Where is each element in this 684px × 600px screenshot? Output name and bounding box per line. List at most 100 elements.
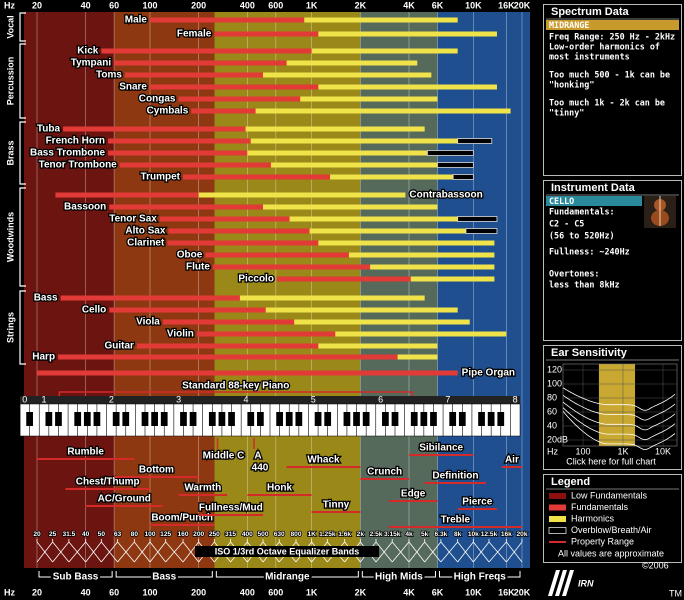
x-tick-label: 10K bbox=[465, 587, 482, 597]
group-label: Strings bbox=[5, 312, 15, 343]
fundamental-bar bbox=[55, 192, 199, 198]
key-note: A bbox=[89, 403, 96, 413]
panel-line: less than 8kHz bbox=[549, 280, 620, 290]
property-label: Pierce bbox=[462, 497, 492, 508]
legend-swatch bbox=[549, 516, 566, 522]
instrument-label: Kick bbox=[77, 46, 99, 57]
key-note: B bbox=[166, 403, 173, 413]
x-tick-label: 60 bbox=[109, 0, 119, 10]
eq-band-label: 800 bbox=[290, 531, 301, 538]
eq-band-shape bbox=[408, 541, 425, 563]
harmonic-bar bbox=[239, 295, 425, 301]
key-note: E bbox=[60, 403, 66, 413]
instrument-label: Flute bbox=[186, 262, 210, 273]
eq-band-shape bbox=[457, 541, 474, 563]
harmonic-bar bbox=[318, 84, 497, 90]
key-note: E bbox=[195, 403, 201, 413]
eq-band-shape bbox=[134, 541, 151, 563]
overblow-bar bbox=[457, 138, 493, 144]
panel-line: most instruments bbox=[549, 52, 630, 62]
group-label: Woodwinds bbox=[5, 212, 15, 262]
x-tick-label: 20 bbox=[32, 0, 42, 10]
key-note: C bbox=[41, 403, 48, 413]
panel-header: MIDRANGE bbox=[549, 20, 589, 30]
stripe bbox=[562, 570, 574, 596]
zone-bracket bbox=[215, 571, 359, 578]
fundamental-bar bbox=[150, 17, 305, 23]
harmonic-bar bbox=[263, 204, 438, 210]
key-note: G bbox=[483, 403, 490, 413]
key-note: E bbox=[262, 403, 268, 413]
panel-line: Overtones: bbox=[549, 269, 599, 279]
instrument-label: Cymbals bbox=[147, 106, 189, 117]
ear-sensitivity-panel: Ear Sensitivity Click here for full char… bbox=[543, 345, 682, 470]
panel-header: CELLO bbox=[549, 196, 574, 206]
instrument-label: Bass bbox=[34, 293, 58, 304]
property-label: Boom/Punch bbox=[151, 513, 213, 524]
eq-band-shape bbox=[506, 541, 523, 563]
ear-x-unit: Hz bbox=[547, 446, 558, 456]
eq-band-shape bbox=[473, 541, 490, 563]
spectrum-panel: Spectrum Data MIDRANGE Freq Range: 250 H… bbox=[543, 4, 682, 176]
ear-x-label: 100 bbox=[575, 446, 590, 456]
x-tick-label: 16K bbox=[498, 587, 515, 597]
instrument-panel: Instrument Data CELLO Fundamentals: C2 - … bbox=[543, 180, 682, 341]
property-label: Edge bbox=[401, 489, 426, 500]
eq-band-label: 20 bbox=[33, 531, 41, 538]
eq-band-label: 1.6k bbox=[338, 531, 351, 538]
key-note: D bbox=[185, 403, 192, 413]
key-note: B bbox=[368, 403, 375, 413]
eq-band-label: 100 bbox=[144, 531, 155, 538]
fundamental-bar bbox=[124, 72, 264, 78]
key-note: G bbox=[79, 403, 86, 413]
note-value: 440 bbox=[252, 463, 269, 474]
eq-band-shape bbox=[424, 541, 442, 563]
panel-line: Fullness: ~240Hz bbox=[549, 247, 630, 257]
eq-band-label: 160 bbox=[177, 531, 188, 538]
stripe bbox=[555, 570, 567, 596]
fundamental-bar bbox=[114, 60, 287, 66]
legend-panel: Legend All values are approximate Low Fu… bbox=[543, 474, 682, 563]
x-tick-label: 100 bbox=[142, 587, 157, 597]
x-tick-label: 6K bbox=[432, 0, 444, 10]
fundamental-bar bbox=[162, 319, 295, 325]
instrument-label: Male bbox=[125, 15, 148, 26]
harmonic-bar bbox=[348, 252, 495, 258]
legend-note: All values are approximate bbox=[558, 548, 664, 558]
legend-label: Fundamentals bbox=[571, 502, 629, 512]
panel-title: Legend bbox=[551, 476, 590, 488]
harmonic-bar bbox=[289, 216, 458, 222]
instrument-label: Tympani bbox=[71, 58, 112, 69]
fundamental-bar bbox=[60, 295, 240, 301]
x-tick-label: 1K bbox=[306, 587, 318, 597]
panel-title: Spectrum Data bbox=[551, 6, 630, 18]
panel-lines: Fundamentals: C2 - C5 (56 to 520Hz) Fullnes… bbox=[549, 207, 630, 290]
property-label: Treble bbox=[441, 515, 471, 526]
key-note: C bbox=[108, 403, 115, 413]
octave-label: 4 bbox=[243, 394, 248, 404]
fundamental-bar bbox=[196, 331, 336, 337]
key-note: F bbox=[339, 403, 345, 413]
fundamental-bar bbox=[212, 264, 371, 270]
x-tick-label: 600 bbox=[268, 587, 283, 597]
key-note: B bbox=[300, 403, 307, 413]
harmonic-bar bbox=[335, 331, 507, 337]
full-chart-link[interactable]: Click here for full chart bbox=[566, 456, 656, 466]
key-note: B bbox=[233, 403, 240, 413]
x-tick-label: 10K bbox=[465, 0, 482, 10]
key-note: E bbox=[329, 403, 335, 413]
logo-tm: TM bbox=[669, 588, 682, 598]
octave-label: 1 bbox=[42, 394, 47, 404]
fundamental-bar bbox=[205, 252, 349, 258]
key-note: A bbox=[358, 403, 365, 413]
key-note: D bbox=[118, 403, 125, 413]
eq-band-label: 3.15k bbox=[384, 531, 401, 538]
key-note: G bbox=[416, 403, 423, 413]
harmonic-bar bbox=[198, 192, 406, 198]
harmonic-bar bbox=[410, 276, 495, 282]
x-tick-label: 4K bbox=[403, 0, 415, 10]
legend-label: Property Range bbox=[571, 536, 634, 546]
instrument-label: Alto Sax bbox=[125, 226, 165, 237]
